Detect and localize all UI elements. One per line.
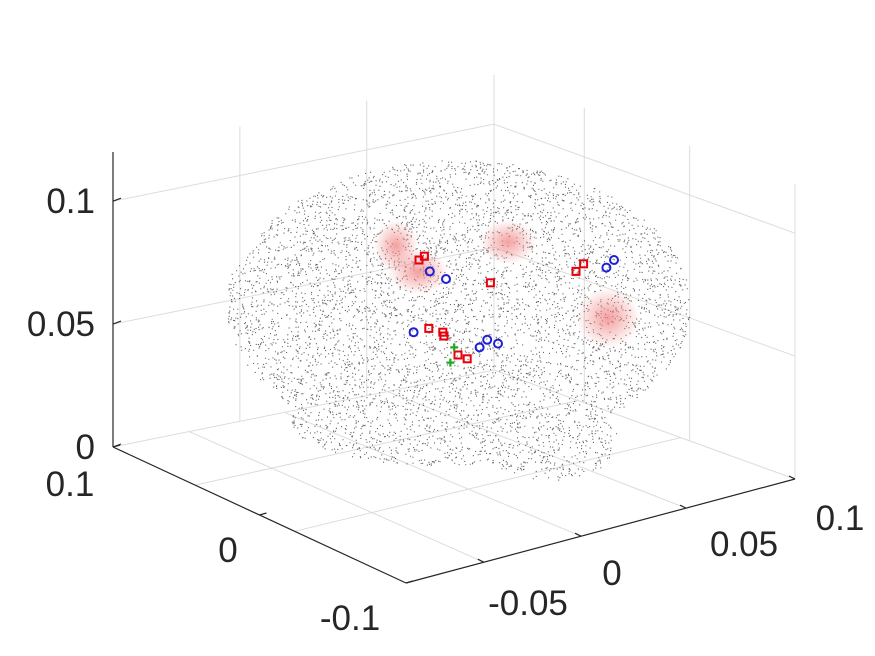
x-tick-mark [112,444,121,448]
grid-line-floor [194,400,579,486]
x-tick-mark [259,512,267,516]
marker-circle-blue [601,262,612,273]
marker-circle-blue [474,342,485,353]
grid-lines [112,75,796,563]
marker-circle-blue [424,266,435,277]
y-tick-mark [477,558,485,563]
z-tick-label: 0.1 [46,182,95,221]
marker-circle-blue [609,255,619,265]
highlight-region [576,288,640,348]
highlight-region [480,220,536,264]
x-tick-label: -0.1 [320,599,380,638]
grid-line-floor [284,411,582,537]
marker-square-red [439,331,449,341]
marker-circle-blue [493,338,503,349]
marker-square-red [419,251,429,261]
grid-line-z [112,123,796,234]
grid-line-floor [294,437,681,532]
grid-line-z [112,246,796,357]
highlight-region [388,250,448,294]
y-tick-mark [574,532,582,537]
z-tick-label: 0 [76,428,95,467]
y-tick-label: 0 [602,554,621,593]
z-tick-label: 0.05 [27,305,95,344]
y-tick-label: 0.05 [710,525,778,564]
y-axis-line [405,478,796,584]
y-tick-label: 0.1 [816,499,865,538]
z-tick-mark [112,320,122,325]
marker-square-red [462,354,472,364]
marker-square-red [571,266,581,276]
y-tick-label: -0.05 [488,584,568,623]
marker-plus-green [446,358,455,367]
highlight-regions [374,220,640,348]
marker-circle-blue [441,274,451,284]
marker-plus-green [450,343,459,352]
z-tick-mark [112,197,122,202]
x-tick-label: 0.1 [46,465,95,504]
grid-line-floor [387,391,687,509]
marker-square-red [579,259,589,269]
marker-square-red [453,350,463,360]
x-tick-mark [405,580,414,584]
axes-box [112,152,796,584]
y-tick-mark [679,504,687,509]
marker-square-red [424,323,434,333]
marker-square-red [485,278,495,288]
grid-line-z [112,369,796,480]
source-markers [408,251,619,367]
x-tick-label: 0 [218,531,237,570]
marker-circle-blue [408,327,419,338]
grid-line-floor [188,431,485,563]
marker-circle-blue [482,334,493,345]
y-tick-mark [788,475,796,480]
